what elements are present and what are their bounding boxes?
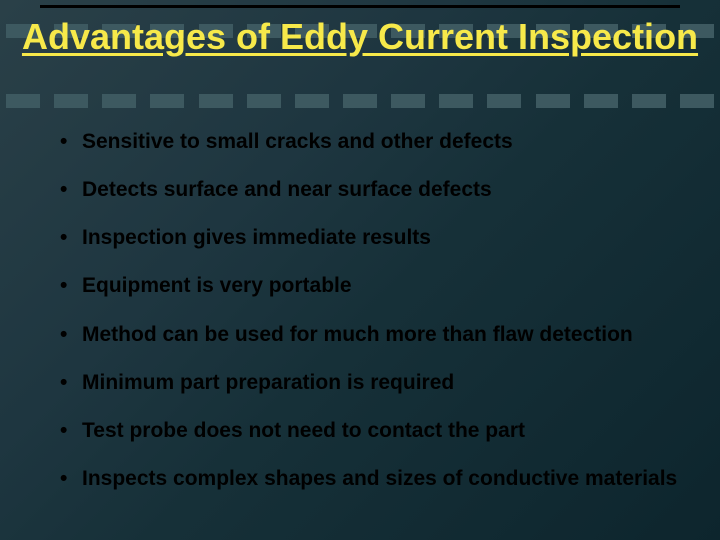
list-item: Inspection gives immediate results: [60, 226, 680, 250]
list-item: Equipment is very portable: [60, 274, 680, 298]
bullet-list: Sensitive to small cracks and other defe…: [60, 130, 680, 515]
list-item: Minimum part preparation is required: [60, 371, 680, 395]
list-item: Sensitive to small cracks and other defe…: [60, 130, 680, 154]
list-item: Detects surface and near surface defects: [60, 178, 680, 202]
slide-title: Advantages of Eddy Current Inspection: [0, 16, 720, 58]
list-item: Test probe does not need to contact the …: [60, 419, 680, 443]
top-rule: [40, 5, 680, 8]
list-item: Inspects complex shapes and sizes of con…: [60, 467, 680, 491]
decorative-dash-row-2: [0, 94, 720, 108]
list-item: Method can be used for much more than fl…: [60, 323, 680, 347]
